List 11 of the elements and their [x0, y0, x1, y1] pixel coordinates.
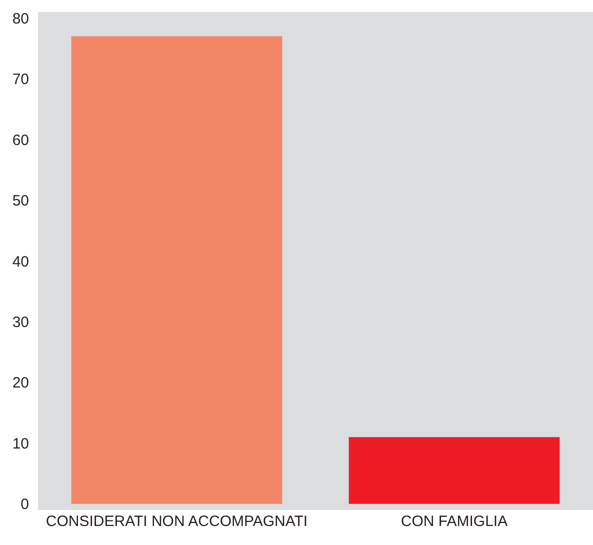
- y-tick-label: 40: [12, 253, 29, 270]
- x-tick-label: CON FAMIGLIA: [400, 513, 508, 530]
- y-tick-label: 20: [12, 374, 29, 392]
- y-tick-label: 0: [20, 496, 29, 514]
- y-tick-label: 80: [12, 10, 29, 28]
- y-tick-label: 50: [12, 192, 29, 210]
- y-tick-label: 70: [12, 71, 29, 88]
- y-tick-label: 30: [12, 314, 29, 331]
- x-tick-label: CONSIDERATI NON ACCOMPAGNATI: [46, 513, 308, 530]
- y-tick-label: 60: [12, 132, 29, 149]
- y-tick-label: 10: [12, 435, 29, 452]
